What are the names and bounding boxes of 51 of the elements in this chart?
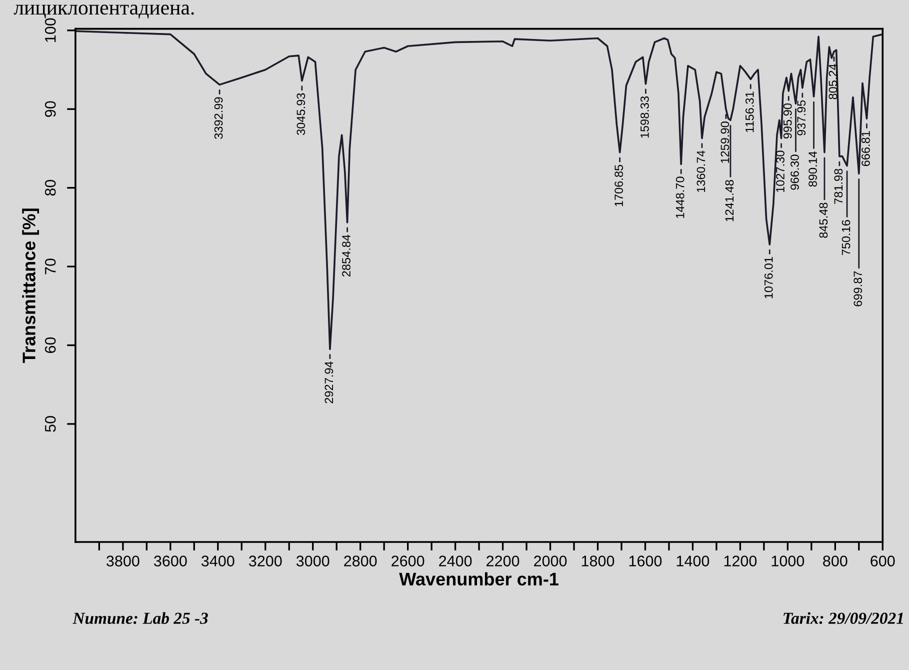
- x-tick-label: 1200: [724, 556, 757, 566]
- annotation: 750.16: [842, 220, 850, 256]
- annotation: 1076.01: [764, 257, 773, 298]
- annotation: 3045.93: [296, 93, 306, 135]
- x-tick-label: 2200: [486, 556, 520, 566]
- text: лициклопентадиена.: [14, 4, 194, 18]
- annotation: 1448.70: [676, 176, 684, 218]
- x-tick-label: 2000: [534, 556, 567, 566]
- x-tick-label: 3800: [106, 556, 140, 566]
- annotation: 2927.94: [324, 362, 334, 404]
- x-tick-label: 1000: [772, 556, 804, 566]
- x-tick-label: 3400: [201, 556, 234, 566]
- y-axis-title: Transmittance [%]: [22, 208, 39, 363]
- annotation: 1259.90: [720, 122, 730, 163]
- annotation: 995.90: [783, 103, 792, 139]
- x-tick-label: 1800: [582, 556, 614, 566]
- y-tick-label: 70: [44, 258, 56, 274]
- annotation: 699.87: [854, 271, 862, 306]
- annotation: 805.24: [828, 64, 838, 100]
- annotation: 1241.48: [725, 180, 734, 222]
- annotation: 890.14: [808, 151, 817, 187]
- x-tick-label: 3600: [154, 556, 187, 566]
- text: Tarix: 29/09/2021: [784, 612, 903, 624]
- y-tick-label: 60: [44, 337, 56, 353]
- annotation: 3392.99: [214, 97, 223, 139]
- annotation: 1156.31: [745, 92, 754, 132]
- annotation: 2854.84: [342, 234, 350, 277]
- x-tick-label: 800: [823, 556, 848, 566]
- annotation: 845.48: [819, 202, 828, 238]
- annotation: 1027.30: [776, 150, 784, 192]
- x-tick-label: 600: [870, 556, 895, 566]
- x-tick-label: 2400: [439, 556, 472, 566]
- x-tick-label: 1600: [629, 556, 662, 566]
- annotation: 937.95: [797, 100, 806, 136]
- x-tick-label: 1400: [676, 556, 710, 566]
- y-tick-label: 90: [44, 101, 56, 117]
- x-tick-label: 2800: [344, 556, 377, 566]
- x-tick-label: 3200: [248, 556, 282, 566]
- annotation: 666.81: [862, 131, 870, 166]
- x-tick-label: 3000: [296, 556, 330, 566]
- annotation: 1360.74: [696, 150, 706, 192]
- x-tick-label: 2600: [392, 556, 424, 566]
- y-tick-label: 80: [44, 180, 56, 196]
- text: Numune: Lab 25 -3: [72, 612, 208, 624]
- annotation: 781.98: [834, 168, 843, 204]
- y-tick-label: 100: [44, 18, 56, 42]
- annotation: 1706.85: [614, 164, 623, 206]
- annotation: 1598.33: [640, 96, 649, 138]
- y-tick-label: 50: [44, 416, 56, 432]
- annotation: 966.30: [790, 154, 799, 190]
- x-axis-title: Wavenumber cm-1: [399, 572, 558, 586]
